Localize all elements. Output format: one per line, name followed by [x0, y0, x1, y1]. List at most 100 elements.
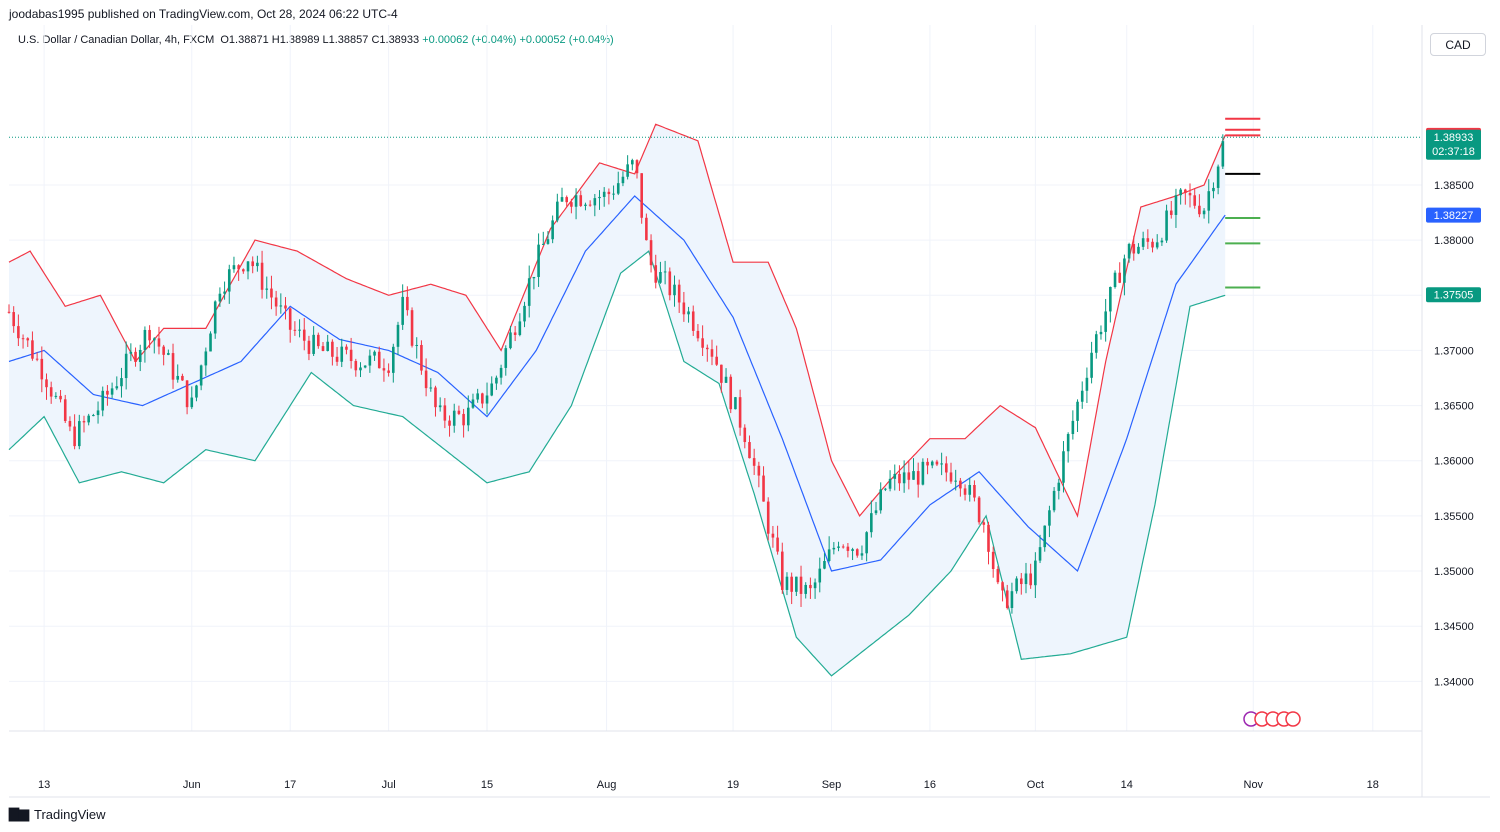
basis-line	[8, 195, 1226, 573]
price-label: 1.37505	[1426, 287, 1481, 303]
candle-body	[1015, 578, 1018, 592]
candle-body	[607, 191, 611, 195]
lower-band-line	[8, 250, 1226, 677]
candle-body	[813, 582, 817, 589]
event-icon[interactable]	[1285, 711, 1301, 727]
candle-body	[462, 413, 465, 426]
candle-body	[898, 473, 901, 484]
candle-body	[687, 311, 690, 315]
candle-body	[912, 471, 915, 480]
candle-body	[1207, 191, 1211, 211]
candle-body	[312, 334, 315, 354]
candle-body	[7, 311, 11, 313]
candle-body	[865, 532, 868, 554]
candle-body	[827, 549, 831, 562]
candle-body	[570, 202, 573, 207]
candle-body	[518, 321, 522, 335]
candle-body	[106, 390, 109, 395]
candle-body	[701, 338, 704, 348]
candle-body	[879, 489, 883, 511]
candle-body	[49, 387, 53, 397]
candle-body	[181, 375, 184, 381]
y-tick-label: 1.35500	[1434, 511, 1474, 523]
candle-body	[1094, 334, 1098, 353]
publisher-line: joodabas1995 published on TradingView.co…	[9, 7, 398, 21]
candle-body	[317, 334, 320, 347]
candle-body	[959, 480, 962, 489]
x-tick-label: Jul	[382, 779, 396, 791]
candle-body	[921, 461, 925, 485]
symbol-name[interactable]: U.S. Dollar / Canadian Dollar, 4h, FXCM	[18, 34, 215, 46]
event-icons[interactable]	[1243, 711, 1301, 727]
candle-body	[734, 397, 737, 410]
candle-body	[190, 397, 194, 408]
candle-body	[560, 197, 564, 202]
candle-body	[415, 344, 419, 346]
candle-body	[471, 399, 475, 408]
upper-band-line	[8, 123, 1226, 518]
candle-body	[584, 204, 587, 206]
x-tick-label: 19	[727, 779, 739, 791]
candle-body	[129, 351, 133, 354]
candle-body	[1066, 434, 1070, 452]
candle-body	[776, 537, 779, 552]
candle-body	[1062, 451, 1065, 483]
x-tick-label: 15	[481, 779, 493, 791]
candle-body	[499, 367, 503, 378]
candle-body	[1113, 272, 1117, 287]
candle-body	[101, 390, 105, 411]
candle-body	[513, 332, 517, 335]
candle-body	[368, 355, 372, 366]
candle-body	[87, 415, 90, 423]
candle-body	[710, 349, 714, 357]
y-tick-label: 1.38000	[1434, 235, 1474, 247]
candle-body	[1165, 210, 1168, 241]
y-tick-label: 1.37000	[1434, 345, 1474, 357]
candle-body	[532, 276, 536, 279]
candle-body	[298, 329, 301, 331]
candle-body	[354, 361, 358, 371]
candle-body	[256, 262, 259, 267]
candle-body	[401, 296, 404, 325]
candle-body	[335, 356, 339, 362]
candle-body	[17, 326, 20, 339]
ohlc-values: O1.38871 H1.38989 L1.38857 C1.38933	[220, 34, 420, 46]
candles	[7, 134, 1225, 614]
candle-body	[916, 471, 920, 485]
candle-body	[804, 584, 808, 594]
candle-body	[237, 265, 240, 270]
candle-body	[556, 201, 559, 221]
candle-body	[696, 330, 700, 339]
candle-body	[537, 244, 540, 277]
candle-body	[884, 488, 887, 490]
candle-body	[893, 473, 897, 479]
candle-body	[31, 340, 34, 359]
candle-body	[265, 288, 269, 290]
currency-button[interactable]: CAD	[1430, 33, 1486, 56]
candle-body	[1052, 490, 1056, 511]
candle-body	[1080, 390, 1084, 402]
candle-body	[616, 183, 620, 194]
price-label-text: 1.38933	[1434, 132, 1474, 144]
candle-body	[977, 497, 981, 523]
candle-body	[171, 353, 175, 380]
candle-body	[818, 568, 822, 583]
x-tick-label: 16	[924, 779, 936, 791]
candle-body	[457, 410, 461, 414]
candle-body	[598, 196, 601, 199]
candle-body	[391, 346, 395, 373]
candle-body	[1160, 240, 1164, 243]
candle-body	[1141, 238, 1145, 247]
candle-body	[406, 296, 409, 311]
candle-body	[668, 271, 672, 296]
candle-body	[213, 301, 217, 334]
candle-body	[1188, 192, 1192, 196]
candle-body	[523, 305, 526, 322]
candle-body	[691, 311, 695, 331]
candle-body	[780, 551, 784, 590]
candle-body	[841, 546, 845, 548]
candle-body	[349, 349, 353, 362]
candle-body	[1099, 331, 1103, 335]
